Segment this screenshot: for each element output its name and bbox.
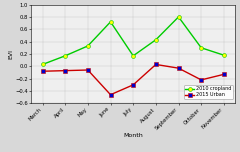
- 2015 Urban: [86, 69, 89, 71]
- Line: 2015 Urban: 2015 Urban: [41, 63, 226, 97]
- 2010 cropland: [41, 64, 44, 65]
- 2015 Urban: [154, 64, 157, 65]
- 2015 Urban: [222, 73, 225, 75]
- 2015 Urban: [200, 79, 203, 81]
- Legend: 2010 cropland, 2015 Urban: 2010 cropland, 2015 Urban: [184, 85, 233, 99]
- 2015 Urban: [41, 70, 44, 72]
- 2010 cropland: [222, 54, 225, 56]
- Line: 2010 cropland: 2010 cropland: [41, 15, 226, 66]
- 2010 cropland: [132, 55, 135, 57]
- 2015 Urban: [64, 70, 67, 72]
- 2010 cropland: [86, 45, 89, 47]
- X-axis label: Month: Month: [123, 133, 143, 138]
- Y-axis label: EVI: EVI: [9, 49, 14, 59]
- 2010 cropland: [154, 39, 157, 41]
- 2010 cropland: [200, 47, 203, 49]
- 2010 cropland: [177, 16, 180, 18]
- 2015 Urban: [177, 67, 180, 69]
- 2010 cropland: [64, 55, 67, 57]
- 2015 Urban: [109, 94, 112, 96]
- 2015 Urban: [132, 84, 135, 86]
- 2010 cropland: [109, 21, 112, 23]
